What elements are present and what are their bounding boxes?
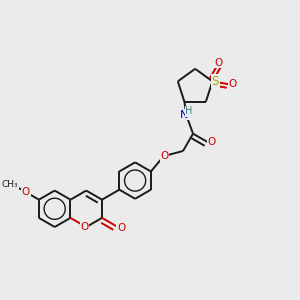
Text: CH₃: CH₃ xyxy=(2,180,18,189)
Text: H: H xyxy=(185,106,193,116)
Text: N: N xyxy=(180,110,188,120)
Text: O: O xyxy=(207,137,215,147)
Text: O: O xyxy=(117,223,125,232)
Text: O: O xyxy=(81,222,89,232)
Text: O: O xyxy=(229,79,237,89)
Text: S: S xyxy=(212,75,219,88)
Text: O: O xyxy=(215,58,223,68)
Text: O: O xyxy=(160,151,169,161)
Text: O: O xyxy=(22,187,30,197)
